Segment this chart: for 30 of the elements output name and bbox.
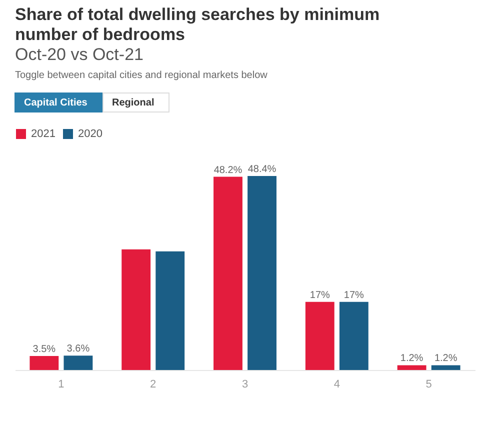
bar <box>122 249 151 370</box>
legend-label: 2020 <box>78 128 102 140</box>
text: Regional <box>112 98 154 108</box>
data-label: 48.4% <box>248 164 276 175</box>
bar <box>397 365 426 370</box>
x-tick-label: 4 <box>334 378 340 390</box>
data-label: 17% <box>310 290 330 301</box>
bar <box>156 251 185 370</box>
data-label: 48.2% <box>214 164 242 176</box>
legend-label: 2021 <box>31 128 56 140</box>
chart-subtitle: Oct-20 vs Oct-21 <box>15 45 144 64</box>
bar <box>30 356 59 370</box>
bar <box>248 176 276 370</box>
data-label: 3.6% <box>66 344 90 355</box>
chart-title: Share of total dwelling searches by minimum number of bedrooms <box>15 5 380 44</box>
x-tick-label: 1 <box>58 378 64 390</box>
data-label: 1.2% <box>400 353 424 364</box>
bar <box>431 365 460 370</box>
bar <box>214 176 242 370</box>
x-tick-label: 5 <box>426 378 432 390</box>
bar <box>339 302 368 370</box>
bar <box>305 302 334 370</box>
data-label: 17% <box>344 290 364 301</box>
x-tick-label: 2 <box>150 378 156 390</box>
x-tick-label: 3 <box>242 378 248 390</box>
text: Toggle between capital cities and regional markets below <box>15 70 268 81</box>
bar <box>64 356 93 370</box>
data-label: 1.2% <box>434 353 458 364</box>
text: Capital Cities <box>24 98 88 108</box>
data-label: 3.5% <box>32 344 56 355</box>
